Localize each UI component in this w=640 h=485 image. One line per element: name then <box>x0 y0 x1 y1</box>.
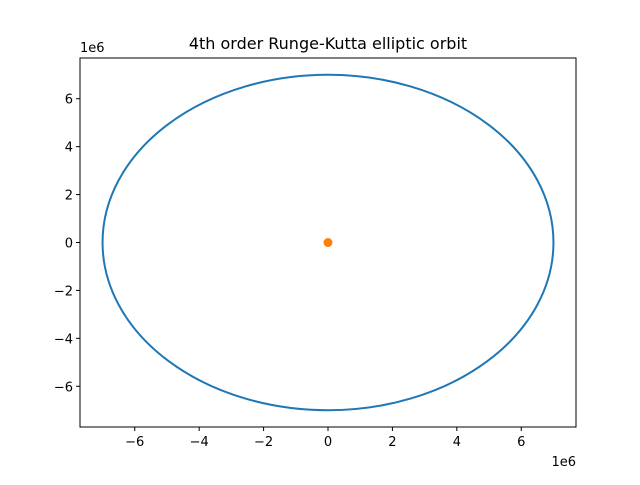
x-tick-label: 2 <box>388 435 396 450</box>
x-tick-label: 6 <box>517 435 525 450</box>
y-tick-label: −4 <box>54 332 73 347</box>
x-tick-label: −4 <box>190 435 209 450</box>
x-tick-label: 4 <box>453 435 461 450</box>
y-tick-label: 6 <box>65 93 73 108</box>
x-offset-label: 1e6 <box>551 455 576 470</box>
y-tick-label: −6 <box>54 380 73 395</box>
axes: −6 −4 −2 0 2 4 6 −6 −4 −2 0 2 4 6 <box>54 57 577 450</box>
x-tick-label: −2 <box>254 435 273 450</box>
y-tick-label: 2 <box>65 189 73 204</box>
y-offset-label: 1e6 <box>80 41 105 56</box>
y-tick-label: 0 <box>65 237 73 252</box>
chart-title: 4th order Runge-Kutta elliptic orbit <box>189 34 467 53</box>
y-tick-label: −2 <box>54 284 73 299</box>
y-tick-label: 4 <box>65 141 73 156</box>
plot-area <box>101 73 555 412</box>
central-body-point <box>323 238 333 247</box>
x-tick-label: −6 <box>125 435 144 450</box>
orbit-line <box>101 73 555 412</box>
x-tick-label: 0 <box>324 435 332 450</box>
